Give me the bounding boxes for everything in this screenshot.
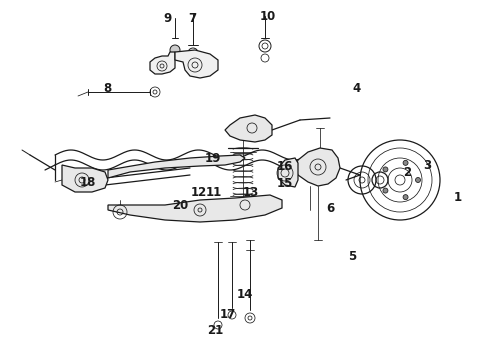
Polygon shape (150, 52, 175, 74)
Text: 12: 12 (191, 185, 207, 198)
Circle shape (403, 161, 408, 165)
Polygon shape (108, 155, 245, 178)
Circle shape (383, 167, 388, 172)
Polygon shape (295, 148, 340, 186)
Text: 19: 19 (205, 152, 221, 165)
Text: 14: 14 (237, 288, 253, 302)
Circle shape (170, 45, 180, 55)
Text: 2: 2 (403, 166, 411, 179)
Text: 4: 4 (353, 81, 361, 95)
Text: 5: 5 (348, 249, 356, 262)
Text: 16: 16 (277, 159, 293, 172)
Text: 21: 21 (207, 324, 223, 337)
Text: 11: 11 (206, 185, 222, 198)
Text: 17: 17 (220, 309, 236, 321)
Text: 7: 7 (188, 12, 196, 24)
Circle shape (416, 177, 420, 183)
Text: 20: 20 (172, 198, 188, 212)
Text: 6: 6 (326, 202, 334, 215)
Text: 15: 15 (277, 176, 293, 189)
Text: 1: 1 (454, 190, 462, 203)
Polygon shape (278, 158, 298, 187)
Text: 8: 8 (103, 81, 111, 95)
Text: 10: 10 (260, 9, 276, 23)
Text: 3: 3 (423, 158, 431, 171)
Circle shape (383, 188, 388, 193)
Polygon shape (62, 165, 108, 192)
Text: 13: 13 (243, 185, 259, 198)
Circle shape (403, 195, 408, 199)
Polygon shape (108, 195, 282, 222)
Text: 18: 18 (80, 176, 96, 189)
Polygon shape (175, 50, 218, 78)
Polygon shape (225, 115, 272, 142)
Text: 9: 9 (163, 12, 171, 24)
